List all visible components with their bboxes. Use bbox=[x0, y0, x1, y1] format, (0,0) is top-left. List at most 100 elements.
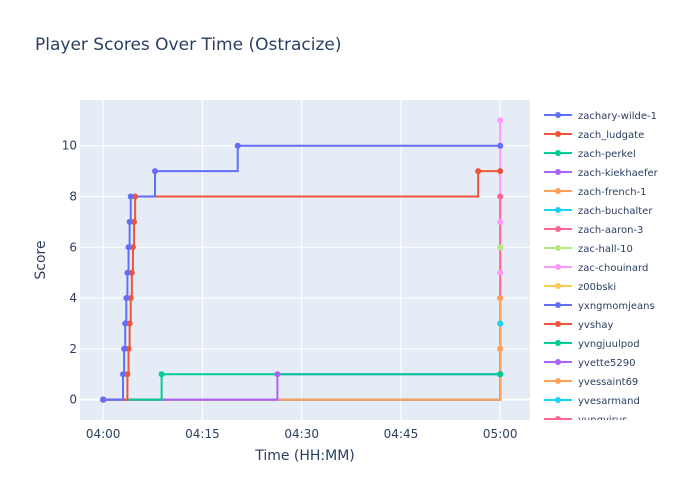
data-point bbox=[120, 371, 127, 378]
legend-marker-swatch bbox=[555, 397, 561, 403]
x-tick-label: 04:00 bbox=[86, 427, 121, 441]
chart-title: Player Scores Over Time (Ostracize) bbox=[35, 35, 342, 55]
legend-label: zach-kiekhaefer bbox=[578, 168, 659, 179]
legend-item[interactable]: yvesarmand bbox=[544, 396, 640, 407]
data-point bbox=[158, 371, 165, 378]
legend-label: z00bski bbox=[578, 282, 616, 293]
data-point bbox=[100, 396, 107, 403]
x-tick-labels: 04:00 04:15 04:30 04:45 05:00 bbox=[86, 427, 518, 441]
legend-marker-swatch bbox=[555, 188, 561, 194]
legend-item[interactable]: yvette5290 bbox=[544, 358, 635, 369]
data-point bbox=[126, 320, 133, 327]
series-markers bbox=[100, 117, 504, 403]
legend-item[interactable]: yvngjuulpod bbox=[544, 339, 640, 350]
data-point bbox=[121, 345, 128, 352]
data-point bbox=[125, 244, 132, 251]
data-point bbox=[497, 193, 504, 200]
y-tick-label: 0 bbox=[69, 393, 77, 407]
data-point bbox=[497, 269, 504, 276]
x-tick-label: 05:00 bbox=[483, 427, 518, 441]
data-point bbox=[129, 244, 136, 251]
y-tick-label: 10 bbox=[62, 139, 77, 153]
data-point bbox=[128, 269, 135, 276]
legend-marker-swatch bbox=[555, 302, 561, 308]
legend-marker-swatch bbox=[555, 378, 561, 384]
x-tick-label: 04:15 bbox=[185, 427, 220, 441]
legend-label: zach-french-1 bbox=[578, 187, 647, 198]
legend-marker-swatch bbox=[555, 264, 561, 270]
legend-item[interactable]: yvessaint69 bbox=[544, 377, 638, 388]
data-point bbox=[122, 320, 129, 327]
legend-item[interactable]: yxngmomjeans bbox=[544, 301, 655, 312]
legend-label: zach-perkel bbox=[578, 149, 636, 160]
legend-marker-swatch bbox=[555, 359, 561, 365]
legend-label: yvngjuulpod bbox=[578, 339, 640, 350]
legend-label: yvessaint69 bbox=[578, 377, 638, 388]
legend-item[interactable]: yvshay bbox=[544, 320, 614, 331]
x-tick-label: 04:45 bbox=[384, 427, 419, 441]
data-point bbox=[497, 117, 504, 124]
data-point bbox=[124, 269, 131, 276]
legend-marker-swatch bbox=[555, 207, 561, 213]
y-tick-labels: 0 2 4 6 8 10 bbox=[62, 139, 77, 407]
legend-label: yxngmomjeans bbox=[578, 301, 655, 312]
legend-item[interactable]: zach-aaron-3 bbox=[544, 225, 643, 236]
data-point bbox=[497, 345, 504, 352]
legend-item[interactable]: yungvirus bbox=[544, 415, 627, 426]
y-tick-label: 2 bbox=[69, 342, 77, 356]
data-point bbox=[497, 244, 504, 251]
legend-marker-swatch bbox=[555, 321, 561, 327]
legend-label: zac-hall-10 bbox=[578, 244, 633, 255]
x-axis-label: Time (HH:MM) bbox=[254, 448, 355, 464]
legend-label: zac-chouinard bbox=[578, 263, 648, 274]
legend-label: yungvirus bbox=[578, 415, 627, 426]
legend-label: yvesarmand bbox=[578, 396, 640, 407]
legend-item[interactable]: zach_ludgate bbox=[544, 130, 644, 141]
legend-item[interactable]: zach-buchalter bbox=[544, 206, 653, 217]
legend-marker-swatch bbox=[555, 283, 561, 289]
legend-label: zach_ludgate bbox=[578, 130, 644, 141]
data-point bbox=[127, 193, 134, 200]
data-point bbox=[125, 345, 132, 352]
legend-label: zachary-wilde-1 bbox=[578, 111, 657, 122]
data-point bbox=[497, 371, 504, 378]
legend-marker-swatch bbox=[555, 340, 561, 346]
data-point bbox=[497, 168, 504, 175]
legend-marker-swatch bbox=[555, 150, 561, 156]
x-tick-label: 04:30 bbox=[284, 427, 319, 441]
data-point bbox=[127, 295, 134, 302]
legend-marker-swatch bbox=[555, 169, 561, 175]
series-line bbox=[103, 373, 501, 401]
legend-label: zach-aaron-3 bbox=[578, 225, 643, 236]
data-point bbox=[475, 168, 482, 175]
legend-marker-swatch bbox=[555, 226, 561, 232]
y-tick-label: 8 bbox=[69, 190, 77, 204]
legend[interactable]: zachary-wilde-1 zach_ludgate zach-perkel za… bbox=[544, 111, 659, 426]
data-point bbox=[497, 218, 504, 225]
legend-item[interactable]: zach-perkel bbox=[544, 149, 636, 160]
legend-marker-swatch bbox=[555, 416, 561, 420]
data-point bbox=[126, 218, 133, 225]
legend-label: yvette5290 bbox=[578, 358, 635, 369]
data-point bbox=[124, 371, 131, 378]
legend-label: yvshay bbox=[578, 320, 614, 331]
data-point bbox=[152, 168, 158, 175]
data-point bbox=[123, 295, 130, 302]
y-tick-label: 4 bbox=[69, 291, 77, 305]
data-point bbox=[274, 371, 281, 378]
data-point bbox=[497, 142, 504, 149]
legend-item[interactable]: zach-french-1 bbox=[544, 187, 647, 198]
data-point bbox=[497, 320, 504, 327]
legend-label: zach-buchalter bbox=[578, 206, 653, 217]
legend-marker-swatch bbox=[555, 131, 561, 137]
legend-item[interactable]: z00bski bbox=[544, 282, 616, 293]
series-line bbox=[103, 170, 501, 401]
legend-item[interactable]: zachary-wilde-1 bbox=[544, 111, 657, 122]
legend-item[interactable]: zac-chouinard bbox=[544, 263, 648, 274]
data-point bbox=[234, 142, 241, 149]
y-axis-label: Score bbox=[33, 240, 49, 279]
legend-item[interactable]: zac-hall-10 bbox=[544, 244, 633, 255]
legend-item[interactable]: zach-kiekhaefer bbox=[544, 168, 659, 179]
